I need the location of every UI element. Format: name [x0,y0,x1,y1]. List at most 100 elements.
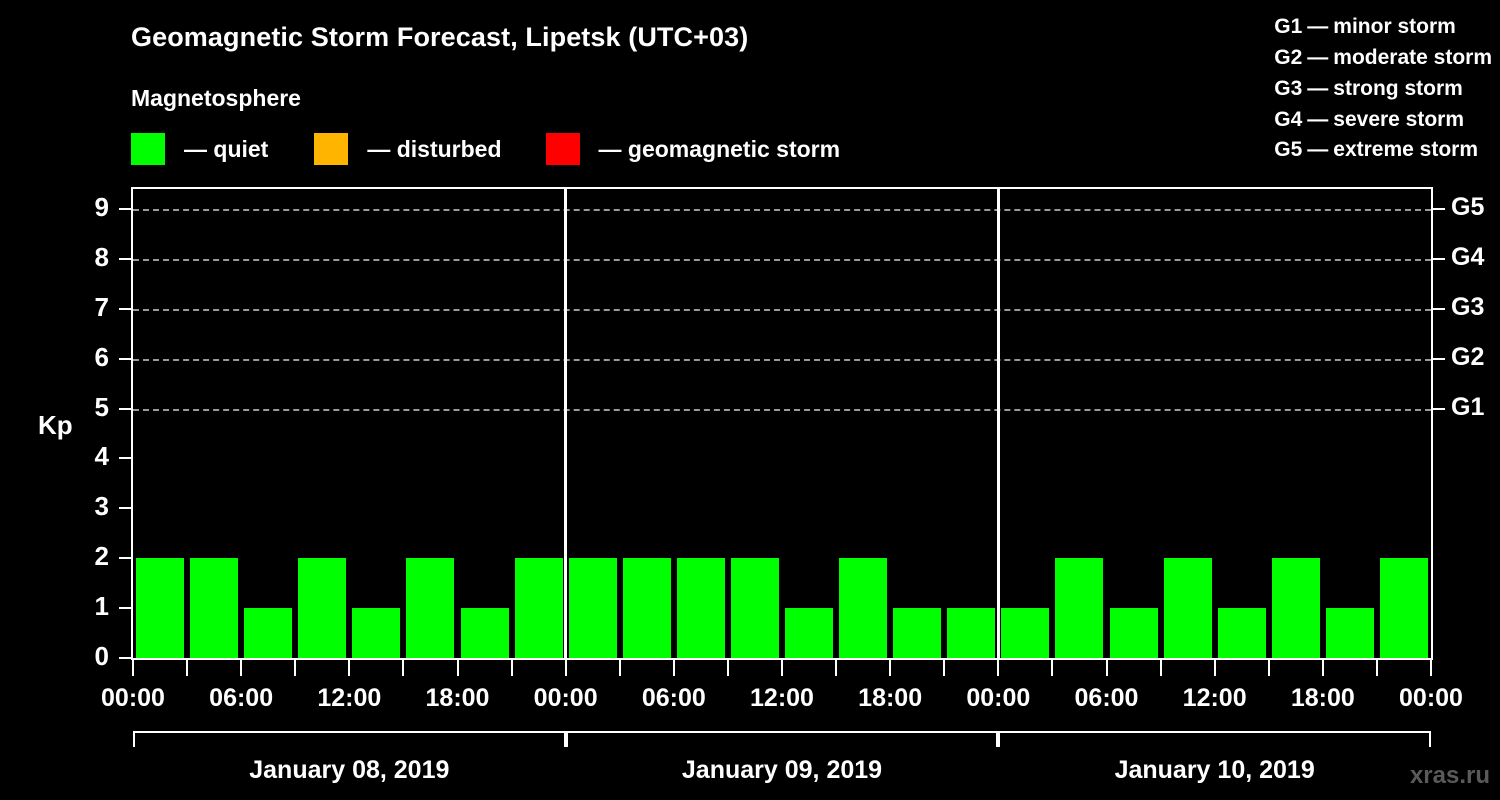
kp-bar [947,608,996,658]
g-scale-desc: severe storm [1333,107,1465,131]
kp-bar [839,558,888,658]
legend-item-label: — disturbed [367,135,502,162]
y-axis-label: 1 [94,591,109,622]
y-axis-tick [119,557,131,560]
storm-swatch [545,133,580,165]
y-axis-tick [119,307,131,310]
g-scale-dash: — [1307,138,1329,162]
g-axis-tick [1433,257,1445,260]
kp-bar [460,608,509,658]
date-label: January 09, 2019 [681,756,883,784]
y-axis-label: 8 [94,241,109,272]
kp-bar [136,558,185,658]
y-axis-tick [119,457,131,460]
x-axis-tick [1375,660,1378,676]
gridline [133,358,1431,361]
x-axis-label: 12:00 [1182,684,1247,712]
x-axis-tick [781,660,783,676]
g-axis-tick [1433,357,1445,360]
legend-item-quiet: — quiet [131,133,268,165]
date-bracket [565,731,999,747]
kp-bar [1109,608,1158,658]
x-axis-tick [835,660,838,676]
x-axis-label: 06:00 [209,684,274,712]
x-axis-tick [1430,660,1432,676]
x-axis-tick [402,660,405,676]
g-scale-row: G4— severe storm [1274,105,1492,136]
kp-bar [298,558,347,658]
g-scale-code: G1 [1274,15,1303,38]
y-axis-tick [119,607,131,610]
g-axis-tick [1433,207,1445,210]
g-axis-label: G2 [1451,342,1485,371]
legend-item-storm: — geomagnetic storm [545,133,841,165]
legend-item-label: — geomagnetic storm [598,135,841,162]
page-title: Geomagnetic Storm Forecast, Lipetsk (UTC… [131,22,749,52]
x-axis-label: 18:00 [1290,684,1355,712]
g-scale-desc: moderate storm [1333,45,1492,69]
x-axis-tick [348,660,351,676]
kp-bar [730,558,779,658]
gridline [133,208,1431,211]
x-axis-tick [294,660,297,676]
legend: — quiet — disturbed — geomagnetic storm [131,133,840,165]
x-axis-tick [456,660,459,676]
g-axis-label: G5 [1451,192,1485,221]
date-label: January 08, 2019 [249,756,450,784]
x-axis-tick [1105,660,1108,676]
g-scale-legend: G1— minor storm G2— moderate storm G3— strong… [1274,12,1492,166]
g-axis-label: G4 [1451,242,1485,271]
y-axis-tick [119,257,131,260]
y-axis-title: Kp [38,410,73,440]
disturbed-swatch [314,133,349,165]
day-divider [996,189,1000,658]
g-axis-tick [1433,407,1445,410]
x-axis-tick [943,660,946,676]
plot-inner [133,189,1431,658]
g-axis-label: G3 [1451,292,1485,321]
x-axis-label: 12:00 [317,684,382,712]
g-axis-tick [1433,307,1445,310]
g-scale-dash: — [1307,76,1329,100]
x-axis-tick [1051,660,1054,676]
y-axis-tick [119,207,131,210]
g-scale-row: G3— strong storm [1274,74,1492,105]
g-scale-code: G5 [1274,138,1303,162]
plot-area [131,187,1433,660]
kp-bar [190,558,239,658]
x-axis-tick [889,660,892,676]
g-scale-dash: — [1307,45,1329,69]
x-axis-label: 06:00 [641,684,706,712]
x-axis-tick [726,660,729,676]
gridline [133,258,1431,261]
y-axis-label: 2 [94,541,109,572]
y-axis-label: 5 [94,391,109,422]
y-axis-tick [119,507,131,510]
x-axis-tick [1267,660,1270,676]
kp-bar [1217,608,1266,658]
kp-bar [1001,608,1050,658]
y-axis-tick [119,657,131,659]
kp-bar [568,558,617,658]
y-axis-label: 0 [94,641,109,671]
legend-item-disturbed: — disturbed [314,133,502,165]
quiet-swatch [131,133,165,165]
x-axis-tick [240,660,243,676]
y-axis-label: 7 [94,291,109,322]
x-axis-tick [1159,660,1162,676]
g-scale-code: G4 [1274,107,1303,131]
date-label: January 10, 2019 [1114,756,1315,784]
kp-bar [244,608,293,658]
y-axis-label: 9 [94,191,109,222]
y-axis-label: 4 [94,441,109,472]
g-scale-dash: — [1307,15,1329,38]
x-axis-label: 00:00 [533,684,598,712]
kp-bar [1163,558,1212,658]
section-label: Magnetosphere [131,85,301,111]
day-divider [564,189,568,658]
y-axis-tick [119,357,131,360]
x-axis-tick [1321,660,1324,676]
kp-bar [514,558,563,658]
y-axis-tick [119,407,131,410]
